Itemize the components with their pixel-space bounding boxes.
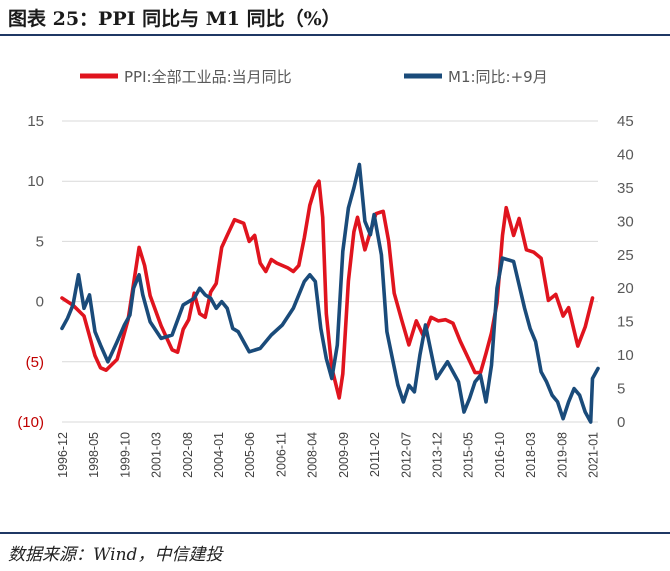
- y-right-tick-label: 15: [617, 314, 634, 331]
- source-rule: [0, 532, 670, 534]
- series-line-m1: [60, 162, 600, 424]
- y-left-tick-label: (10): [17, 414, 44, 431]
- y-left-tick-label: 0: [36, 294, 44, 311]
- dual-axis-line-chart: PPI:全部工业品:当月同比 M1:同比:+9月 15 10 5 0 (5) (10) 45…: [17, 68, 633, 478]
- x-tick-label: 2021-01: [586, 432, 600, 478]
- x-tick-label: 2019-08: [555, 432, 569, 478]
- x-tick-label: 2008-04: [306, 432, 320, 478]
- figure-title: 图表 25：PPI 同比与 M1 同比（%）: [8, 8, 341, 30]
- y-right-tick-label: 0: [617, 414, 625, 431]
- x-tick-label: 2015-05: [462, 432, 476, 478]
- y-right-tick-label: 20: [617, 280, 634, 297]
- axes: 15 10 5 0 (5) (10) 45 40 35 30 25 20 15 10 5 0 1996-12 19…: [17, 113, 633, 478]
- y-left-tick-label: (5): [26, 354, 44, 371]
- y-left-tick-label: 15: [27, 113, 44, 130]
- x-tick-label: 2009-09: [337, 432, 351, 478]
- x-tick-label: 1999-10: [118, 432, 132, 478]
- y-right-tick-label: 10: [617, 347, 634, 364]
- series-lines: [60, 162, 600, 424]
- y-right-tick-label: 25: [617, 247, 634, 264]
- x-tick-label: 2016-10: [493, 432, 507, 478]
- y-right-tick-label: 30: [617, 213, 634, 230]
- x-tick-label: 2013-12: [430, 432, 444, 478]
- x-tick-label: 2018-03: [524, 432, 538, 478]
- x-tick-label: 2005-06: [243, 432, 257, 478]
- legend-label-ppi: PPI:全部工业品:当月同比: [124, 68, 292, 86]
- y-left-tick-label: 5: [36, 233, 44, 250]
- y-right-tick-label: 35: [617, 180, 634, 197]
- chart-legend: PPI:全部工业品:当月同比 M1:同比:+9月: [80, 68, 548, 86]
- y-right-tick-label: 5: [617, 381, 625, 398]
- legend-label-m1: M1:同比:+9月: [448, 68, 548, 86]
- x-tick-label: 2004-01: [212, 432, 226, 478]
- x-tick-label: 2006-11: [274, 432, 288, 477]
- y-right-tick-label: 45: [617, 113, 634, 130]
- x-tick-label: 2012-07: [399, 432, 413, 478]
- y-left-tick-label: 10: [27, 173, 44, 190]
- x-tick-label: 2002-08: [181, 432, 195, 478]
- title-rule: [0, 34, 670, 36]
- source-note: 数据来源：Wind，中信建投: [8, 545, 223, 565]
- x-tick-label: 1996-12: [56, 432, 70, 478]
- x-tick-label: 2001-03: [150, 432, 164, 478]
- x-tick-label: 2011-02: [368, 432, 382, 477]
- x-tick-label: 1998-05: [87, 432, 101, 478]
- y-right-tick-label: 40: [617, 146, 634, 163]
